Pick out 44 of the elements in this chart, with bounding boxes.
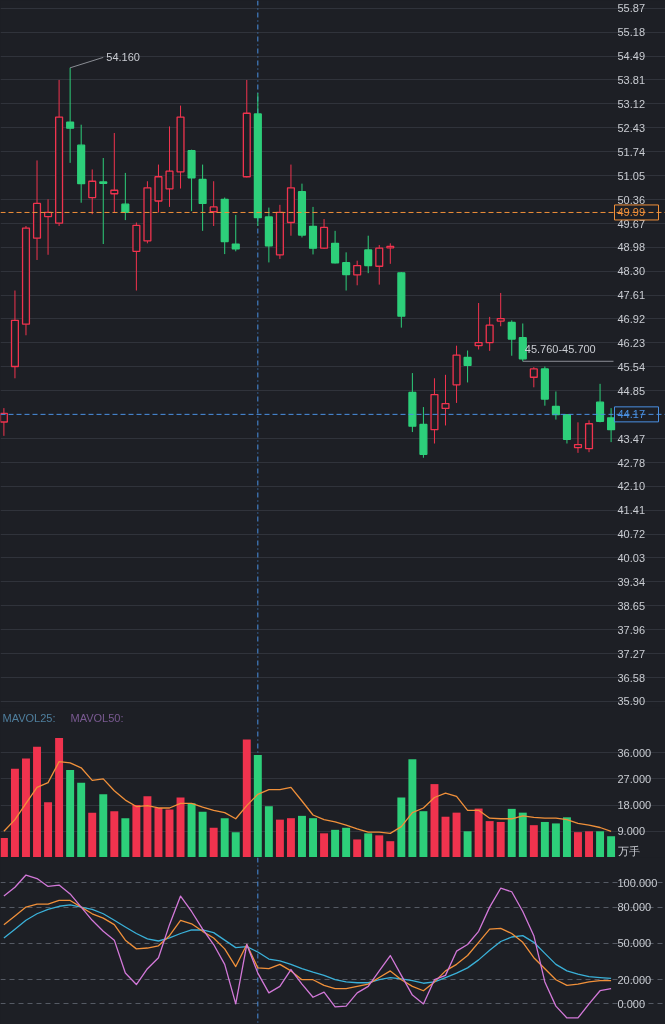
y-tick-label: 40.03 [617,551,646,564]
y-tick-label: 53.81 [617,73,646,86]
y-tick-label: 43.47 [617,432,646,445]
y-tick-label: 47.61 [617,289,646,302]
y-tick-label: 52.43 [617,121,646,134]
y-tick-label: 50.36 [617,193,646,206]
y-tick-label: 48.98 [617,241,646,254]
y-tick-label: 48.30 [617,265,646,278]
y-tick-label: 45.54 [617,360,646,373]
y-tick-label: 37.27 [617,647,646,660]
annotation: MAVOL50: [70,711,124,724]
y-tick-label: 27.000 [617,772,652,785]
y-tick-label: 36.000 [617,746,652,759]
y-axis-title: 万手 [617,844,640,857]
annotation: MAVOL25: [2,711,56,724]
y-tick-label: 53.12 [617,97,646,110]
y-tick-label: 46.92 [617,312,646,325]
y-tick-label: 9.000 [617,825,646,838]
y-tick-label: 38.65 [617,599,646,612]
y-tick-label: 18.000 [617,799,652,812]
y-tick-label: 55.87 [617,2,646,15]
y-tick-label: 51.74 [617,145,646,158]
y-tick-label: 50.000 [617,937,652,950]
y-tick-label: 54.49 [617,50,646,63]
y-tick-label: 49.67 [617,217,646,230]
ref-line-label: 44.17 [617,408,646,421]
y-tick-label: 42.78 [617,456,646,469]
y-tick-label: 37.96 [617,623,646,636]
y-tick-label: 35.90 [617,695,646,708]
y-tick-label: 20.000 [617,973,652,986]
ref-line-label: 49.99 [617,206,646,219]
y-tick-label: 36.58 [617,671,646,684]
y-tick-label: 0.000 [617,997,646,1010]
y-tick-label: 46.23 [617,336,646,349]
y-tick-label: 44.85 [617,384,646,397]
y-tick-label: 55.18 [617,26,646,39]
y-tick-label: 40.72 [617,528,646,541]
y-tick-label: 41.41 [617,504,646,517]
annotation: 54.160 [106,51,140,64]
y-tick-label: 39.34 [617,575,646,588]
y-tick-label: 51.05 [617,169,646,182]
y-tick-label: 80.000 [617,901,652,914]
y-tick-label: 42.10 [617,480,646,493]
y-tick-label: 100.000 [617,876,658,889]
